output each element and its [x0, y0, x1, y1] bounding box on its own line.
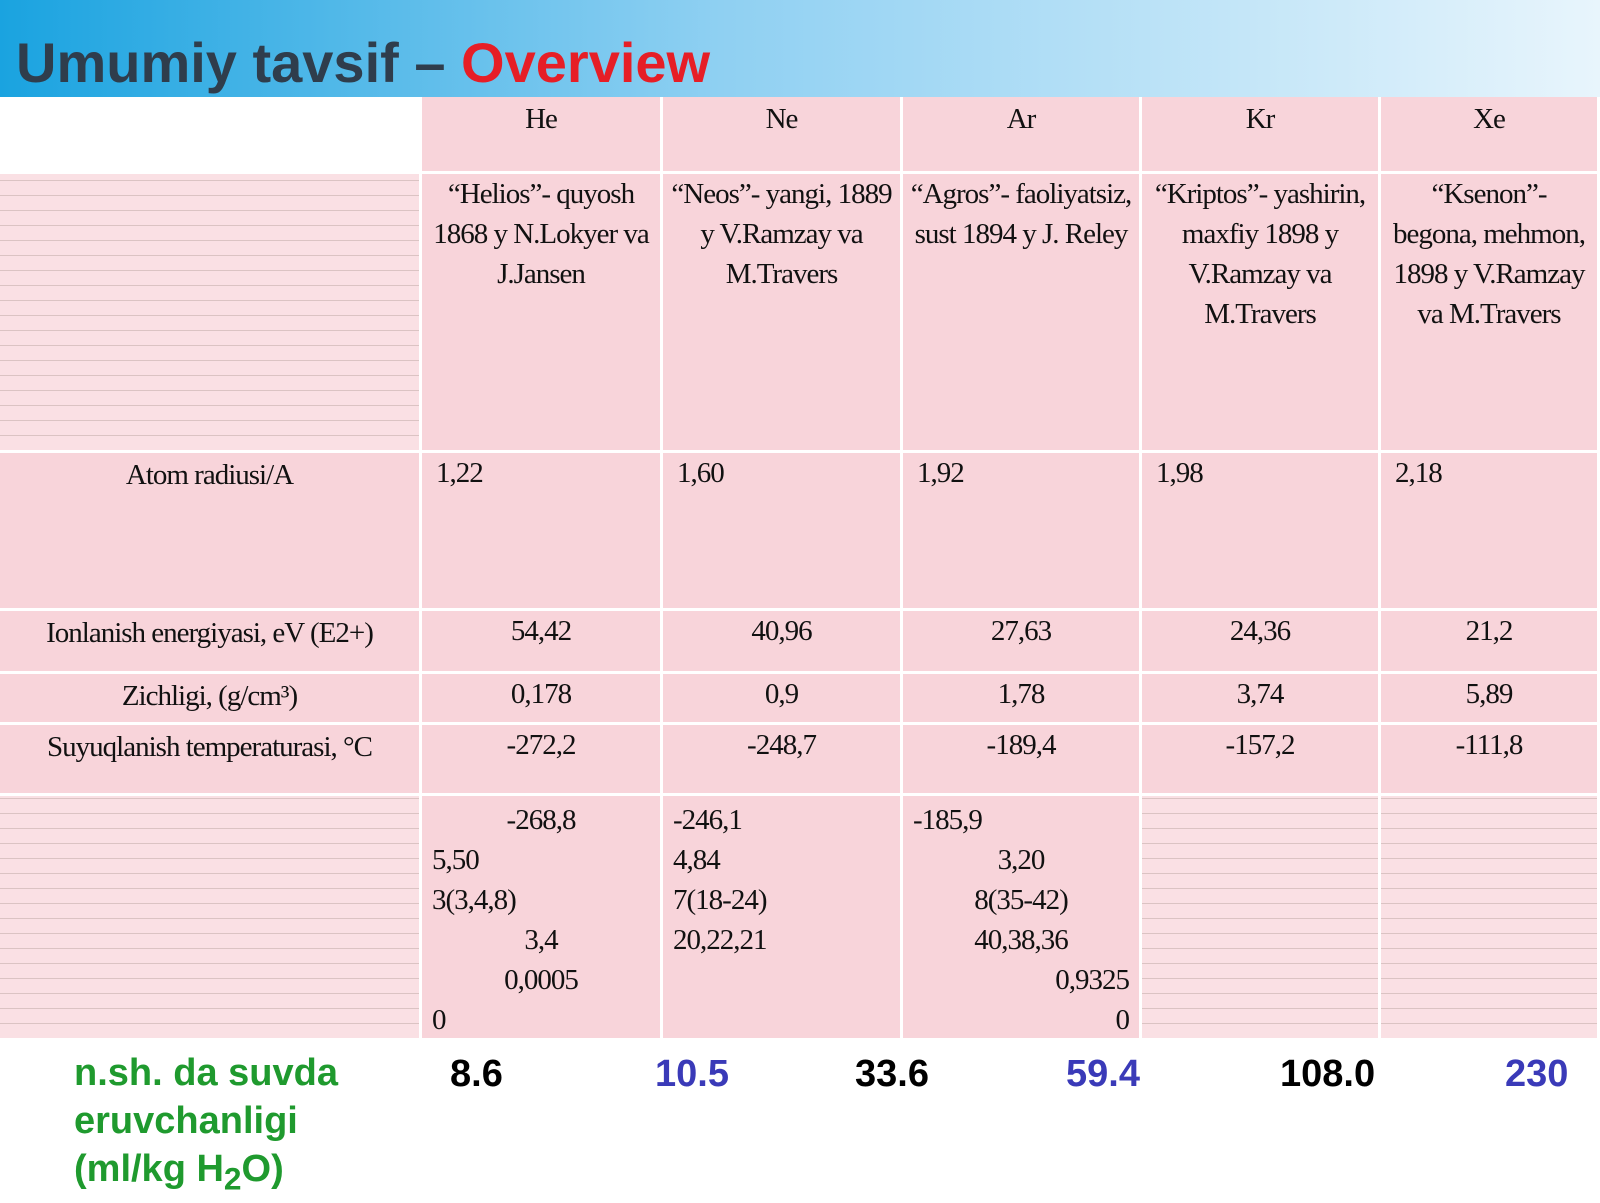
- discovery-cell: “Agros”- faoliyatsiz, sust 1894 y J. Rel…: [903, 174, 1139, 450]
- solubility-label: n.sh. da suvda eruvchanligi (ml/kg H2O): [74, 1049, 414, 1203]
- value-cell: 0,178: [422, 674, 660, 722]
- bottom-line: 20,22,21: [673, 924, 768, 956]
- row-label: Zichligi, (g/cm³): [0, 674, 419, 722]
- value-cell: 5,89: [1381, 674, 1597, 722]
- bottom-line: 0,0005: [504, 964, 579, 996]
- solubility-value: 230: [1505, 1053, 1569, 1095]
- discovery-cell: “Helios”- quyosh 1868 y N.Lokyer va J.Ja…: [422, 174, 660, 450]
- solubility-row: n.sh. da suvda eruvchanligi (ml/kg H2O) …: [70, 1041, 1587, 1200]
- row-label: Suyuqlanish temperaturasi, °C: [0, 725, 419, 793]
- column-header: Ar: [903, 97, 1139, 171]
- value-cell: -189,4: [903, 725, 1139, 793]
- value-cell: 1,60: [663, 453, 900, 608]
- value-cell: 54,42: [422, 611, 660, 671]
- value-cell: 27,63: [903, 611, 1139, 671]
- bottom-line: 40,38,36: [974, 924, 1069, 956]
- label-text: n.sh. da suvda eruvchanligi (ml/kg H: [74, 1052, 338, 1190]
- bottom-cell: -268,8 5,50 3(3,4,8) 3,4 0,0005 0: [422, 796, 660, 1038]
- solubility-value: 8.6: [450, 1053, 503, 1095]
- title: Umumiy tavsif – Overview: [16, 30, 710, 95]
- value-cell: 1,22: [422, 453, 660, 608]
- bottom-line: 0: [1115, 1004, 1131, 1036]
- column-header: Xe: [1381, 97, 1597, 171]
- discovery-cell: “Kriptos”- yashirin, maxfiy 1898 y V.Ram…: [1142, 174, 1378, 450]
- row-label: Ionlanish energiyasi, eV (E2+): [0, 611, 419, 671]
- value-cell: 3,74: [1142, 674, 1378, 722]
- title-main: Umumiy tavsif –: [16, 31, 462, 94]
- value-cell: 24,36: [1142, 611, 1378, 671]
- value-cell: 1,98: [1142, 453, 1378, 608]
- label-subscript: 2: [223, 1160, 242, 1197]
- bottom-cell: -246,1 4,84 7(18-24) 20,22,21: [663, 796, 900, 1038]
- bottom-line: 0,9325: [1055, 964, 1130, 996]
- row-label: Atom radiusi/A: [0, 453, 419, 608]
- solubility-value: 10.5: [655, 1053, 729, 1095]
- value-cell: 40,96: [663, 611, 900, 671]
- bottom-cell: -185,9 3,20 8(35-42) 40,38,36 0,9325 0: [903, 796, 1139, 1038]
- header-band: [0, 0, 1600, 97]
- label-text: O): [241, 1148, 284, 1190]
- thumbnail-image: [1142, 796, 1378, 1038]
- bottom-line: 8(35-42): [974, 884, 1068, 916]
- column-header: Ne: [663, 97, 900, 171]
- thumbnail-image: [1381, 796, 1597, 1038]
- bottom-line: -185,9: [913, 804, 983, 836]
- column-header: He: [422, 97, 660, 171]
- value-cell: 0,9: [663, 674, 900, 722]
- value-cell: -111,8: [1381, 725, 1597, 793]
- value-cell: -157,2: [1142, 725, 1378, 793]
- bottom-line: 7(18-24): [673, 884, 767, 916]
- bottom-line: -246,1: [673, 804, 743, 836]
- value-cell: 1,78: [903, 674, 1139, 722]
- value-cell: -248,7: [663, 725, 900, 793]
- bottom-line: 0: [432, 1004, 447, 1036]
- value-cell: -272,2: [422, 725, 660, 793]
- value-cell: 21,2: [1381, 611, 1597, 671]
- bottom-line: 3,4: [524, 924, 558, 956]
- discovery-cell: “Neos”- yangi, 1889 y V.Ramzay va M.Trav…: [663, 174, 900, 450]
- discovery-cell: “Ksenon”- begona, mehmon, 1898 y V.Ramza…: [1381, 174, 1597, 450]
- value-cell: 1,92: [903, 453, 1139, 608]
- thumbnail-image: [0, 174, 419, 450]
- bottom-line: -268,8: [506, 804, 577, 836]
- bottom-line: 3(3,4,8): [432, 884, 517, 916]
- title-accent: Overview: [461, 31, 711, 94]
- bottom-line: 3,20: [997, 844, 1046, 876]
- bottom-line: 4,84: [673, 844, 721, 876]
- value-cell: 2,18: [1381, 453, 1597, 608]
- thumbnail-image: [0, 796, 419, 1038]
- solubility-value: 108.0: [1280, 1053, 1376, 1095]
- bottom-line: 5,50: [432, 844, 480, 876]
- solubility-value: 59.4: [1066, 1053, 1140, 1095]
- solubility-value: 33.6: [855, 1053, 929, 1095]
- column-header: Kr: [1142, 97, 1378, 171]
